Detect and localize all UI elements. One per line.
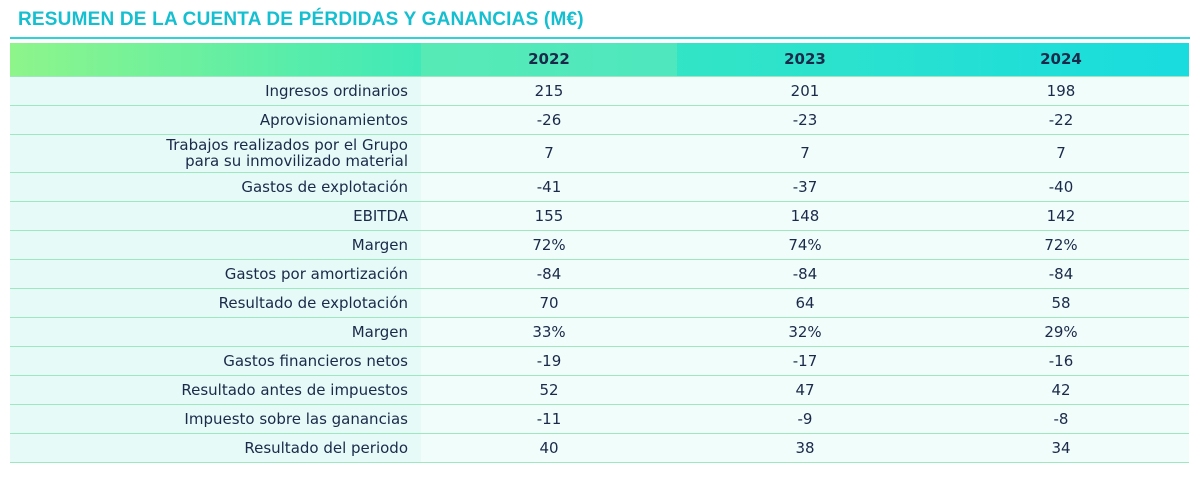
- row-label: Impuesto sobre las ganancias: [10, 403, 421, 433]
- value-cell-2023: 148: [677, 200, 933, 230]
- page-title: RESUMEN DE LA CUENTA DE PÉRDIDAS Y GANAN…: [18, 9, 584, 30]
- header-year-2023: 2023: [784, 50, 826, 69]
- value-cell-2024: 42: [933, 374, 1189, 404]
- row-label: EBITDA: [10, 200, 421, 230]
- value-cell-2024: 72%: [933, 229, 1189, 259]
- value-cell-2022: 155: [421, 200, 677, 230]
- table-row: Resultado del periodo 40 38 34: [10, 432, 1189, 463]
- header-label-cell: [10, 43, 421, 76]
- header-year-2024: 2024: [1040, 50, 1082, 69]
- table-row: Aprovisionamientos -26 -23 -22: [10, 104, 1189, 134]
- value-cell-2023: 74%: [677, 229, 933, 259]
- value-cell-2022: -26: [421, 104, 677, 134]
- row-label: Gastos financieros netos: [10, 345, 421, 375]
- value-cell-2024: 29%: [933, 316, 1189, 346]
- table-row: Impuesto sobre las ganancias -11 -9 -8: [10, 403, 1189, 433]
- table-row: Trabajos realizados por el Grupo para su …: [10, 133, 1189, 172]
- value-cell-2022: 70: [421, 287, 677, 317]
- value-cell-2024: 142: [933, 200, 1189, 230]
- table-row: Margen 33% 32% 29%: [10, 316, 1189, 346]
- value-cell-2022: 215: [421, 75, 677, 105]
- row-label: Resultado de explotación: [10, 287, 421, 317]
- value-cell-2023: -9: [677, 403, 933, 433]
- value-cell-2022: -41: [421, 171, 677, 201]
- value-cell-2022: 52: [421, 374, 677, 404]
- table-row: EBITDA 155 148 142: [10, 200, 1189, 230]
- row-label: Ingresos ordinarios: [10, 75, 421, 105]
- value-cell-2023: -84: [677, 258, 933, 288]
- value-cell-2024: -40: [933, 171, 1189, 201]
- row-label: Trabajos realizados por el Grupo para su …: [10, 133, 421, 172]
- value-cell-2024: 7: [933, 133, 1189, 172]
- value-cell-2022: 7: [421, 133, 677, 172]
- table-body: Ingresos ordinarios 215 201 198 Aprovisionam…: [10, 75, 1189, 463]
- value-cell-2024: 34: [933, 432, 1189, 463]
- value-cell-2024: -22: [933, 104, 1189, 134]
- value-cell-2024: 198: [933, 75, 1189, 105]
- table-row: Gastos por amortización -84 -84 -84: [10, 258, 1189, 288]
- value-cell-2023: 38: [677, 432, 933, 463]
- table-row: Ingresos ordinarios 215 201 198: [10, 75, 1189, 105]
- table-row: Gastos de explotación -41 -37 -40: [10, 171, 1189, 201]
- value-cell-2023: -37: [677, 171, 933, 201]
- income-statement-table: 2022 2023 2024 Ingresos ordinarios 215 201…: [10, 43, 1189, 463]
- value-cell-2024: -8: [933, 403, 1189, 433]
- table-row: Resultado de explotación 70 64 58: [10, 287, 1189, 317]
- table-row: Margen 72% 74% 72%: [10, 229, 1189, 259]
- value-cell-2023: -17: [677, 345, 933, 375]
- value-cell-2023: 64: [677, 287, 933, 317]
- value-cell-2022: 72%: [421, 229, 677, 259]
- row-label: Gastos por amortización: [10, 258, 421, 288]
- row-label: Aprovisionamientos: [10, 104, 421, 134]
- row-label: Resultado del periodo: [10, 432, 421, 463]
- row-label: Gastos de explotación: [10, 171, 421, 201]
- value-cell-2023: 201: [677, 75, 933, 105]
- header-year-2022: 2022: [421, 43, 677, 76]
- value-cell-2022: -84: [421, 258, 677, 288]
- title-divider: [10, 37, 1190, 39]
- value-cell-2022: -19: [421, 345, 677, 375]
- value-cell-2023: -23: [677, 104, 933, 134]
- table-header-row: 2022 2023 2024: [10, 43, 1189, 76]
- value-cell-2022: 40: [421, 432, 677, 463]
- value-cell-2022: 33%: [421, 316, 677, 346]
- value-cell-2024: -84: [933, 258, 1189, 288]
- table-row: Resultado antes de impuestos 52 47 42: [10, 374, 1189, 404]
- value-cell-2022: -11: [421, 403, 677, 433]
- value-cell-2024: -16: [933, 345, 1189, 375]
- value-cell-2024: 58: [933, 287, 1189, 317]
- value-cell-2023: 7: [677, 133, 933, 172]
- row-label: Margen: [10, 316, 421, 346]
- table-row: Gastos financieros netos -19 -17 -16: [10, 345, 1189, 375]
- row-label: Resultado antes de impuestos: [10, 374, 421, 404]
- value-cell-2023: 47: [677, 374, 933, 404]
- row-label: Margen: [10, 229, 421, 259]
- value-cell-2023: 32%: [677, 316, 933, 346]
